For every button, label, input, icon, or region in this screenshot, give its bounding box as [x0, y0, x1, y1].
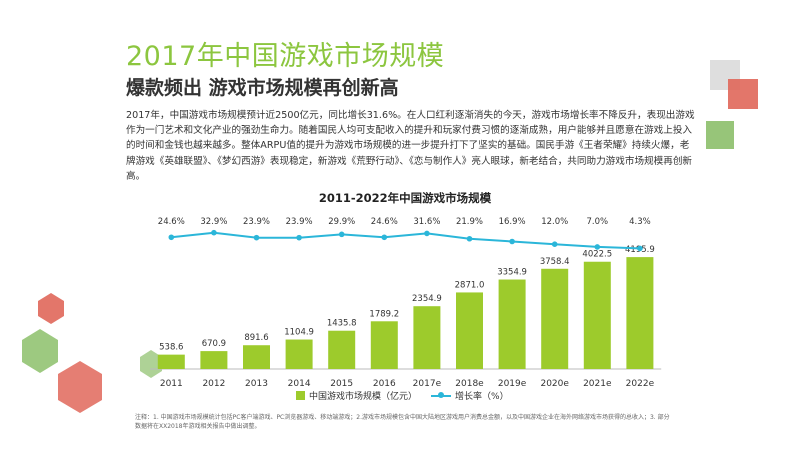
growth-point-2018e [466, 235, 473, 242]
legend-line-label: 增长率（%） [455, 392, 509, 402]
chart-legend: 中国游戏市场规模（亿元） 增长率（%） [296, 389, 509, 402]
bar-label-2017e: 2354.9 [412, 294, 442, 304]
decoration-left-hexagons [22, 293, 102, 413]
page-title: 2017年中国游戏市场规模 [126, 41, 445, 72]
growth-point-2019e [509, 238, 515, 245]
growth-label-2015: 29.9% [328, 217, 355, 227]
bar-label-2011: 538.6 [159, 343, 183, 353]
x-tick-2019e: 2019e [498, 379, 527, 389]
legend-bar-swatch [296, 391, 305, 400]
growth-point-2022e [637, 245, 643, 252]
bar-2012 [200, 351, 228, 369]
growth-point-2011 [168, 234, 175, 241]
bar-label-2021e: 4022.5 [582, 250, 612, 260]
description-text: 2017年，中国游戏市场规模预计近2500亿元，同比增长31.6%。在人口红利逐… [126, 110, 695, 182]
bar-2022e [626, 257, 654, 369]
growth-label-2018e: 21.9% [456, 217, 483, 227]
growth-label-2012: 32.9% [200, 217, 227, 227]
growth-label-2016: 24.6% [371, 217, 398, 227]
x-tick-2020e: 2020e [540, 379, 569, 389]
growth-label-2020e: 12.0% [541, 217, 568, 227]
growth-point-2016 [381, 234, 388, 241]
x-tick-2012: 2012 [202, 379, 225, 389]
x-tick-2016: 2016 [373, 379, 396, 389]
growth-point-2017e [424, 230, 430, 237]
x-tick-2011: 2011 [160, 379, 183, 389]
x-tick-2017e: 2017e [413, 379, 442, 389]
bar-2017e [413, 306, 441, 369]
bar-2011 [157, 354, 185, 369]
bar-label-2012: 670.9 [202, 339, 226, 349]
bar-2016 [370, 321, 398, 369]
growth-label-2021e: 7.0% [586, 217, 608, 227]
bar-2019e [498, 279, 526, 369]
bar-2020e [541, 268, 569, 369]
bar-label-2020e: 3758.4 [540, 257, 570, 267]
bar-2014 [285, 339, 313, 369]
growth-point-2021e [594, 244, 601, 250]
legend-line-swatch [431, 391, 452, 400]
growth-label-2014: 23.9% [286, 217, 313, 227]
growth-label-2022e: 4.3% [629, 217, 651, 227]
legend-item-line: 增长率（%） [431, 389, 509, 402]
growth-point-2015 [338, 231, 345, 238]
legend-bar-label: 中国游戏市场规模（亿元） [309, 392, 418, 402]
bar-label-2015: 1435.8 [327, 319, 357, 329]
growth-rate-line [171, 231, 640, 250]
growth-label-2019e: 16.9% [499, 217, 526, 227]
footnote: 注释：1. 中国游戏市场规模统计包括PC客户端游戏、PC浏览器游戏、移动端游戏；… [135, 414, 670, 430]
bar-2021e [583, 261, 611, 369]
growth-label-2017e: 31.6% [413, 217, 440, 227]
bar-label-2018e: 2871.0 [455, 280, 485, 290]
x-tick-2021e: 2021e [583, 379, 612, 389]
page-subtitle: 爆款频出 游戏市场规模再创新高 [126, 77, 399, 99]
chart-title: 2011-2022年中国游戏市场规模 [318, 191, 492, 205]
growth-label-2013: 23.9% [243, 217, 270, 227]
bar-label-2013: 891.6 [244, 333, 268, 343]
bar-label-2014: 1104.9 [284, 328, 314, 338]
growth-label-2011: 24.6% [158, 217, 185, 227]
market-size-chart: 538.6 2011 670.9 2012 891.6 2013 1104.9 2014 143… [150, 217, 662, 389]
growth-point-2013 [253, 234, 260, 241]
x-tick-2015: 2015 [330, 379, 353, 389]
x-tick-2022e: 2022e [626, 379, 655, 389]
decoration-right-squares [706, 60, 758, 149]
bar-2018e [456, 292, 483, 369]
growth-point-2012 [211, 229, 217, 236]
decoration-chart-hexagon [140, 350, 162, 378]
bar-label-2016: 1789.2 [369, 309, 399, 319]
growth-point-2020e [551, 241, 558, 247]
x-tick-2013: 2013 [245, 379, 268, 389]
x-tick-2018e: 2018e [455, 379, 484, 389]
bar-2013 [243, 345, 270, 369]
bar-2015 [328, 330, 356, 369]
bar-label-2019e: 3354.9 [497, 268, 527, 278]
x-tick-2014: 2014 [288, 379, 311, 389]
legend-item-bar: 中国游戏市场规模（亿元） [296, 389, 417, 402]
growth-point-2014 [296, 234, 302, 241]
